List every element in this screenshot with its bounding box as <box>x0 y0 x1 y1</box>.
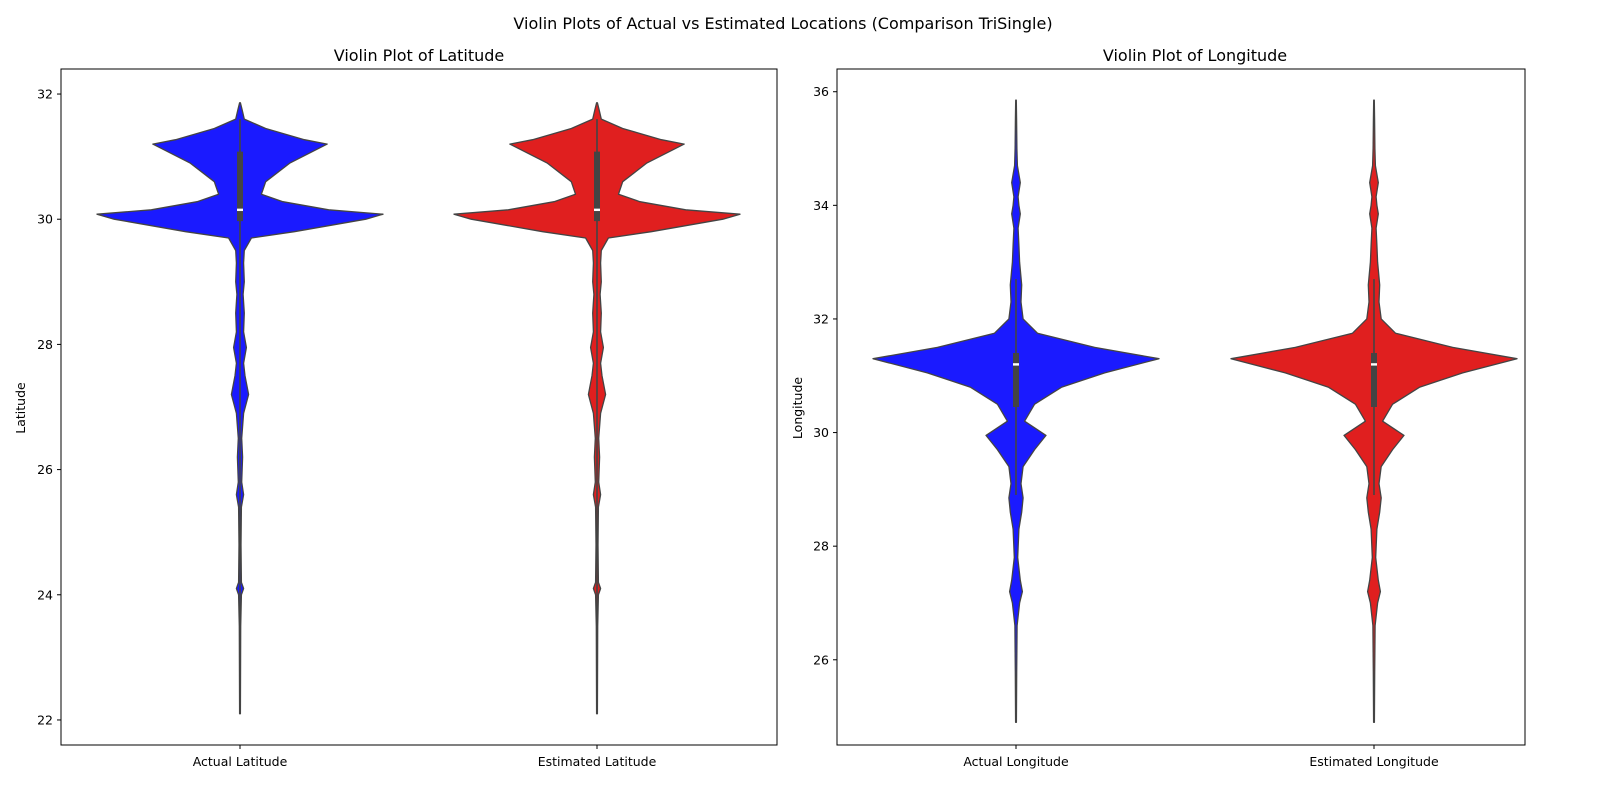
x-tick-label: Actual Latitude <box>193 754 288 769</box>
y-tick-label: 34 <box>813 198 829 213</box>
y-tick-label: 32 <box>813 311 829 326</box>
median-marker <box>1371 363 1377 366</box>
latitude-plot-frame <box>60 68 778 746</box>
x-tick-label: Estimated Latitude <box>538 754 657 769</box>
y-tick-label: 30 <box>813 425 829 440</box>
longitude-panel-title: Violin Plot of Longitude <box>1103 46 1287 65</box>
median-marker <box>237 208 243 212</box>
y-tick-label: 26 <box>37 462 53 477</box>
x-tick-label: Estimated Longitude <box>1309 754 1439 769</box>
latitude-panel: Violin Plot of Latitude Latitude 2224262… <box>13 46 778 769</box>
longitude-plot-frame <box>836 68 1526 746</box>
y-tick-label: 30 <box>37 212 53 227</box>
longitude-violins <box>872 99 1518 723</box>
latitude-y-axis: 22 24 26 28 30 32 <box>37 87 61 727</box>
figure-title: Violin Plots of Actual vs Estimated Loca… <box>513 14 1052 33</box>
median-marker <box>594 208 600 212</box>
longitude-x-axis: Actual Longitude Estimated Longitude <box>963 745 1439 769</box>
latitude-y-axis-label: Latitude <box>13 382 28 434</box>
longitude-y-axis: 26 28 30 32 34 36 <box>813 84 837 667</box>
y-tick-label: 24 <box>37 587 53 602</box>
y-tick-label: 26 <box>813 652 829 667</box>
x-tick-label: Actual Longitude <box>963 754 1069 769</box>
y-tick-label: 36 <box>813 84 829 99</box>
y-tick-label: 28 <box>813 539 829 554</box>
longitude-y-axis-label: Longitude <box>790 377 805 439</box>
y-tick-label: 22 <box>37 712 53 727</box>
longitude-panel: Violin Plot of Longitude Longitude 26 28 3… <box>790 46 1526 769</box>
y-tick-label: 32 <box>37 87 53 102</box>
median-marker <box>1013 363 1019 366</box>
latitude-x-axis: Actual Latitude Estimated Latitude <box>193 745 657 769</box>
latitude-panel-title: Violin Plot of Latitude <box>334 46 505 65</box>
y-tick-label: 28 <box>37 337 53 352</box>
latitude-violins <box>96 102 741 715</box>
